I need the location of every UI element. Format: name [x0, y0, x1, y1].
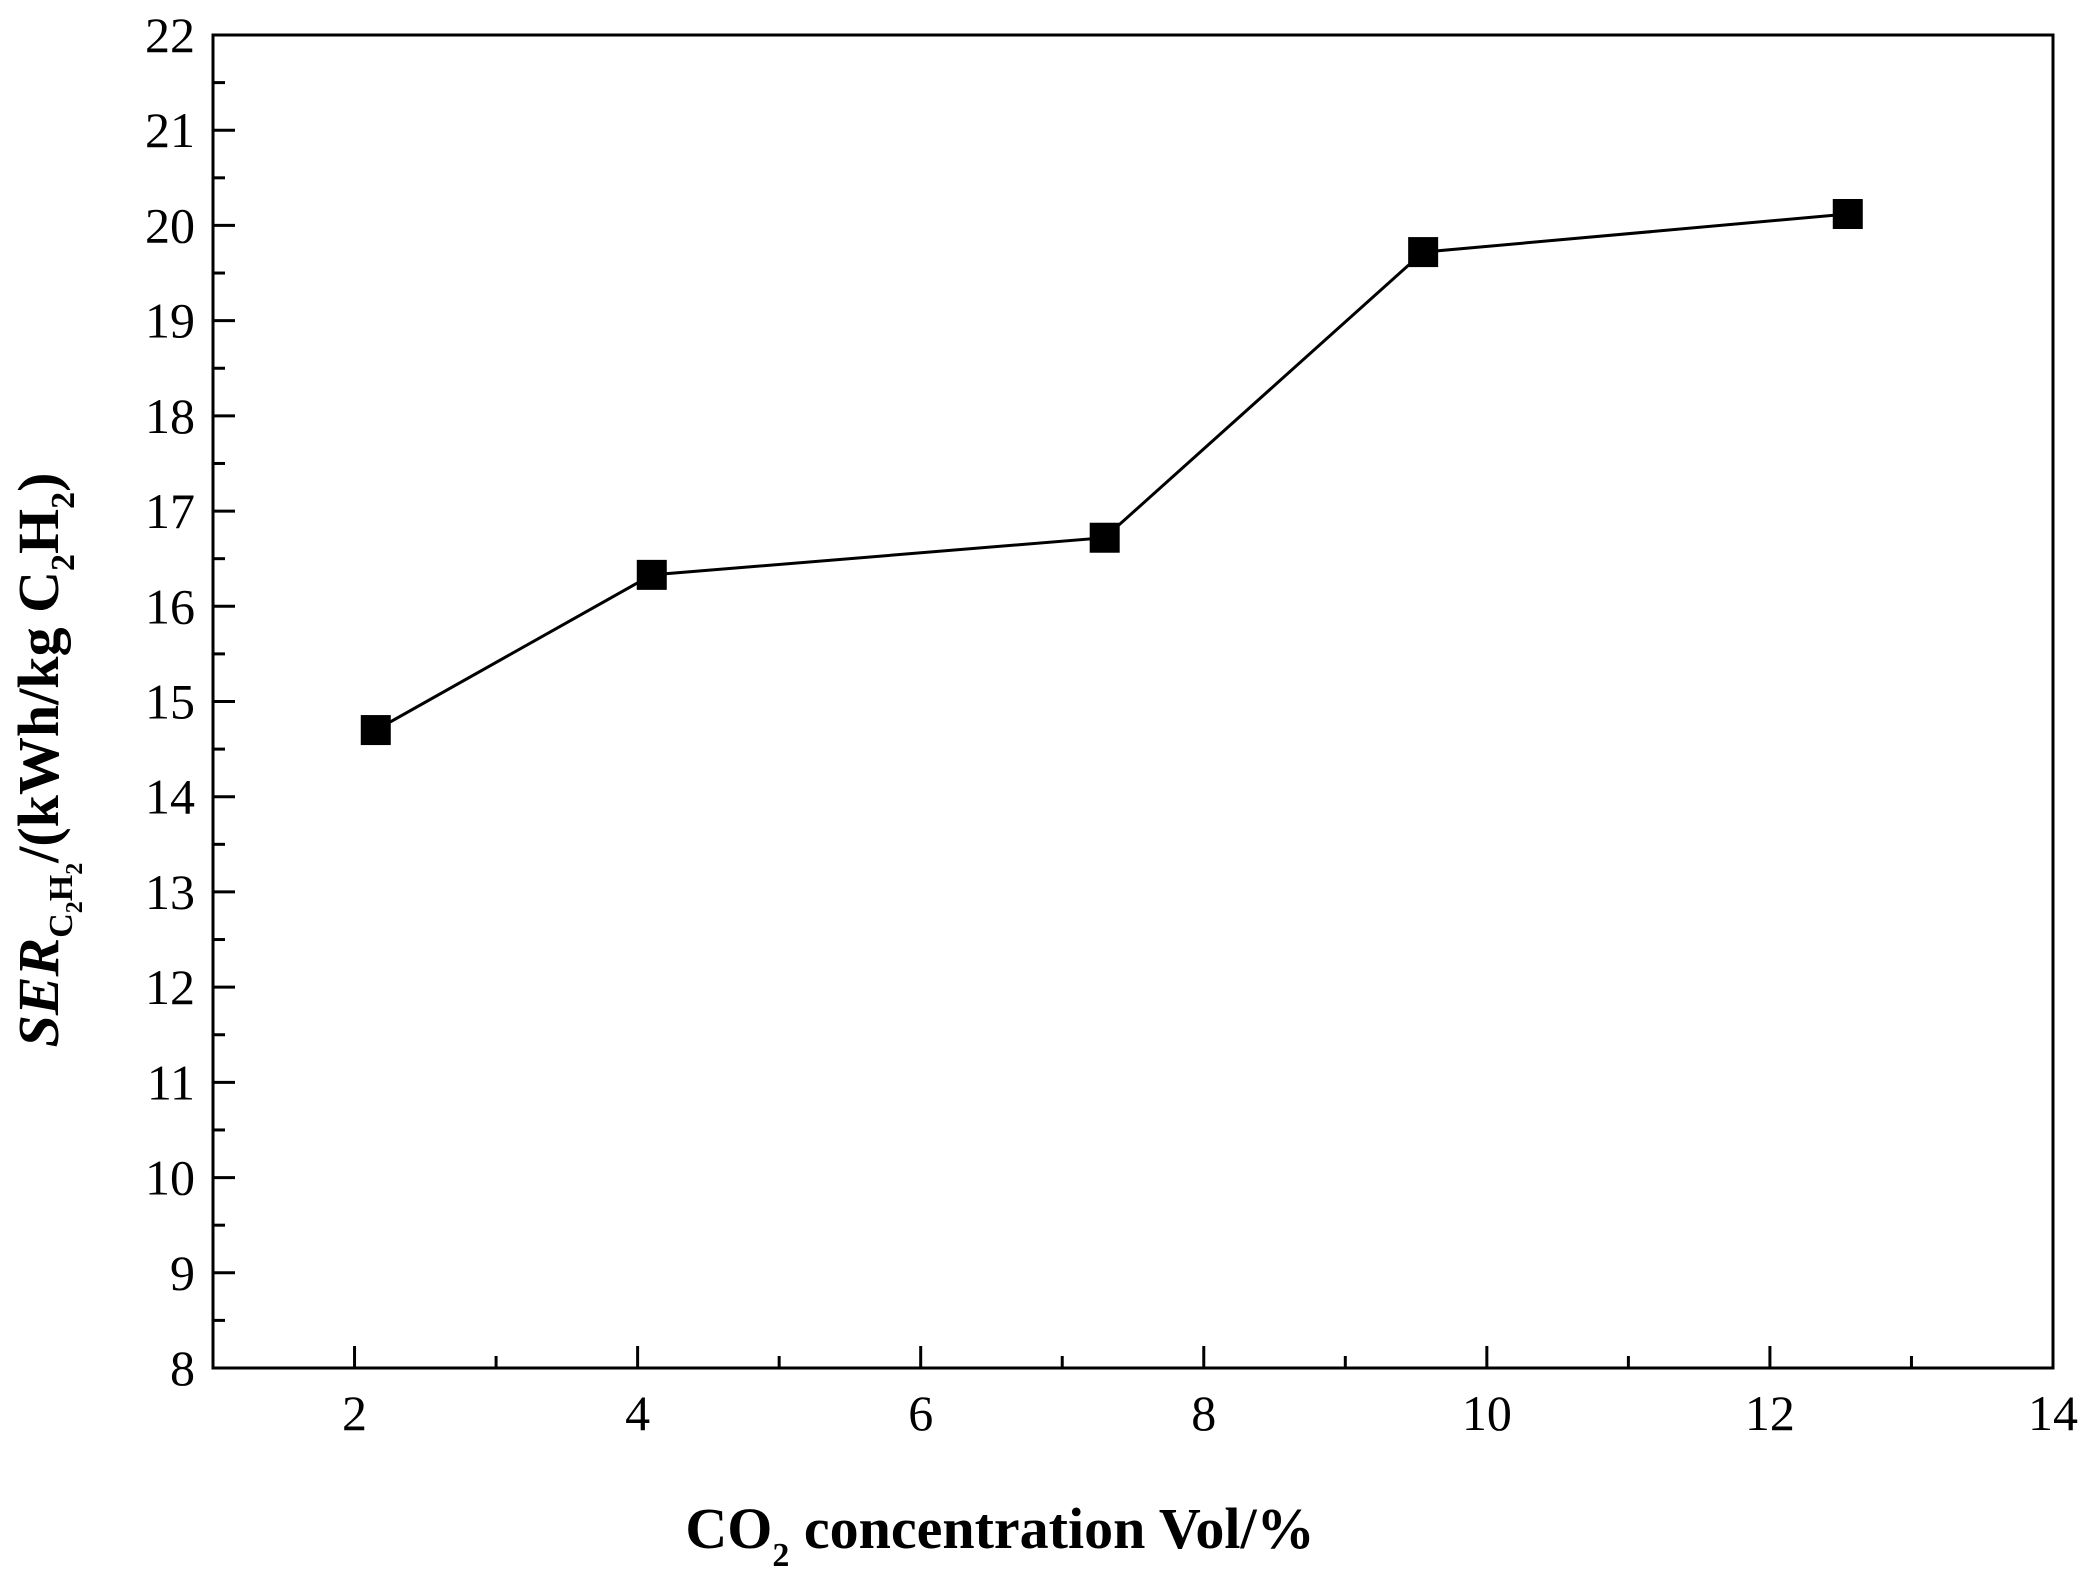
series-line [375, 212, 1848, 732]
x-tick-label: 2 [342, 1385, 367, 1441]
x-axis-title: CO2 concentration Vol/% [685, 1496, 1314, 1574]
y-axis-title: SERC2H2/(kWh/kg C2H2) [6, 473, 88, 1048]
axis-ticks [211, 33, 2055, 1370]
y-axis-title-sub-h-index: 2 [62, 863, 88, 875]
y-axis-title-sub-c-index: 2 [62, 901, 88, 913]
y-tick-label: 12 [145, 959, 195, 1015]
data-point [1832, 199, 1863, 230]
y-tick-label: 16 [145, 578, 195, 634]
y-tick-label: 17 [145, 483, 195, 539]
x-axis-title-suffix: concentration Vol/% [789, 1496, 1314, 1561]
y-axis-title-unit-h: H [6, 509, 71, 554]
y-tick-label: 19 [145, 293, 195, 349]
y-axis-title-unit-suffix: ) [6, 473, 71, 492]
y-tick-label: 11 [147, 1054, 195, 1110]
series-layer [360, 199, 1863, 746]
x-axis-title-subscript: 2 [772, 1537, 789, 1574]
plot-area [211, 33, 2055, 1370]
y-axis-title-sub-h: H [43, 875, 80, 901]
plot-frame [211, 33, 2055, 1370]
y-axis-title-sub-c: C [43, 913, 80, 938]
y-axis-title-unit-h-sub: 2 [45, 492, 82, 509]
y-tick-label: 10 [145, 1150, 195, 1206]
x-tick-labels: 2 4 6 8 10 12 14 [342, 1385, 2078, 1441]
data-point [1408, 237, 1439, 268]
x-tick-label: 12 [1745, 1385, 1795, 1441]
x-tick-label: 4 [625, 1385, 650, 1441]
y-axis-title-unit-c-sub: 2 [45, 554, 82, 571]
x-tick-label: 10 [1462, 1385, 1512, 1441]
y-axis-title-unit-prefix: /(kWh/kg C [6, 571, 71, 864]
y-tick-label: 18 [145, 388, 195, 444]
y-tick-label: 22 [145, 7, 195, 63]
y-tick-label: 8 [170, 1340, 195, 1396]
data-point [1089, 522, 1120, 553]
data-point [360, 715, 391, 746]
y-tick-label: 14 [145, 769, 195, 825]
y-tick-label: 21 [145, 102, 195, 158]
y-tick-label: 15 [145, 674, 195, 730]
y-tick-labels: 8 9 10 11 12 13 14 15 16 17 18 19 20 21 22 [145, 7, 195, 1396]
y-tick-label: 20 [145, 197, 195, 253]
y-axis-title-main: SER [6, 938, 71, 1048]
x-tick-label: 14 [2028, 1385, 2078, 1441]
data-point [636, 559, 667, 590]
y-tick-label: 9 [170, 1245, 195, 1301]
x-tick-label: 6 [908, 1385, 933, 1441]
x-tick-label: 8 [1191, 1385, 1216, 1441]
x-axis-title-prefix: CO [685, 1496, 772, 1561]
y-tick-label: 13 [145, 864, 195, 920]
